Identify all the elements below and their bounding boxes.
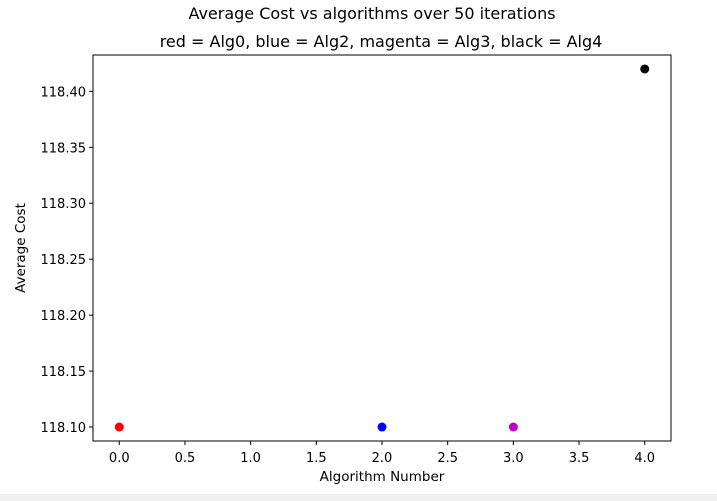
x-tick-label: 0.5: [175, 451, 196, 466]
data-point: [508, 422, 518, 432]
x-tick-label: 3.5: [569, 451, 590, 466]
y-tick-label: 118.20: [41, 309, 87, 324]
data-point: [377, 422, 387, 432]
y-tick-label: 118.25: [41, 253, 87, 268]
y-tick-label: 118.10: [41, 421, 87, 436]
data-points: [114, 64, 650, 432]
bottom-strip: [0, 494, 717, 501]
x-tick-label: 1.0: [240, 451, 261, 466]
y-tick-label: 118.30: [41, 197, 87, 212]
y-tick-label: 118.40: [41, 85, 87, 100]
y-axis-ticks: 118.10 118.15 118.20 118.25 118.30 118.35 118.…: [41, 85, 93, 436]
plot-area: [92, 54, 672, 442]
y-tick-label: 118.35: [41, 141, 87, 156]
data-point: [114, 422, 124, 432]
x-tick-label: 3.0: [503, 451, 524, 466]
chart-title: Average Cost vs algorithms over 50 itera…: [188, 4, 555, 23]
x-tick-label: 1.5: [306, 451, 327, 466]
x-tick-label: 2.0: [372, 451, 393, 466]
x-axis-label: Algorithm Number: [320, 469, 445, 485]
x-tick-label: 2.5: [437, 451, 458, 466]
x-axis-ticks: 0.0 0.5 1.0 1.5 2.0 2.5 3.0 3.5 4.0: [109, 441, 655, 466]
x-tick-label: 0.0: [109, 451, 130, 466]
chart-subtitle: red = Alg0, blue = Alg2, magenta = Alg3,…: [160, 32, 603, 51]
y-axis-label: Average Cost: [13, 203, 29, 293]
y-tick-label: 118.15: [41, 365, 87, 380]
data-point: [640, 64, 650, 74]
x-tick-label: 4.0: [634, 451, 655, 466]
